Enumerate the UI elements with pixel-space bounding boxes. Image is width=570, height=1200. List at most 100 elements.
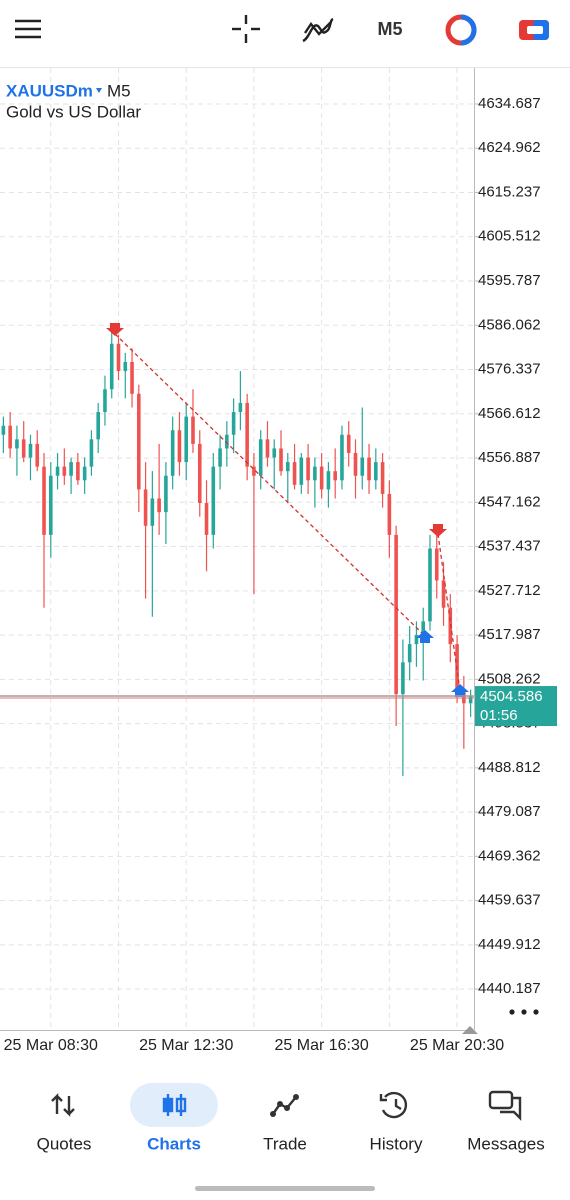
candle-body (468, 696, 473, 704)
candle-body (313, 466, 317, 481)
candle-body (441, 580, 446, 608)
candle-body (353, 452, 358, 476)
candle-body (69, 462, 73, 476)
y-tick-label: 4566.612 (478, 405, 541, 422)
current-price-label: 4504.586 (480, 688, 543, 705)
y-tick-label: 4440.187 (478, 980, 541, 997)
y-tick-label: 4586.062 (478, 316, 541, 333)
nav-tab[interactable]: Quotes (37, 1134, 92, 1153)
y-tick-label: 4576.337 (478, 361, 541, 378)
x-tick-label: 25 Mar 12:30 (139, 1037, 233, 1054)
home-indicator (195, 1186, 375, 1191)
candle-body (401, 662, 405, 695)
candle-body (28, 443, 33, 458)
nav-tab[interactable]: Charts (147, 1134, 201, 1153)
y-tick-label: 4634.687 (478, 95, 541, 112)
x-tick-label: 25 Mar 20:30 (410, 1037, 504, 1054)
candle-body (333, 471, 337, 481)
candle-body (245, 402, 249, 467)
candle-body (231, 412, 236, 435)
candle-body (35, 443, 40, 467)
candle-body (265, 439, 270, 458)
y-tick-label: 4527.712 (478, 582, 541, 599)
buy-arrow (416, 630, 434, 643)
y-tick-label: 4595.787 (478, 272, 541, 289)
candle-body (116, 343, 121, 372)
candle-body (1, 425, 6, 435)
candle-body (252, 466, 256, 476)
y-tick-label: 4547.162 (478, 493, 541, 510)
y-tick-label: 4479.087 (478, 803, 541, 820)
candle-body (292, 462, 297, 485)
candle-body (191, 416, 195, 444)
candle-body (204, 503, 209, 535)
y-tick-label: 4556.887 (478, 449, 541, 466)
candle-body (150, 498, 155, 526)
nav-tab[interactable]: History (370, 1134, 423, 1153)
x-tick-label: 25 Mar 08:30 (4, 1037, 98, 1054)
candle-body (123, 361, 128, 372)
nav-tab[interactable]: Trade (263, 1134, 307, 1153)
candle-body (414, 635, 419, 645)
candle-body (340, 434, 344, 481)
candle-body (8, 425, 12, 449)
symbol-description: Gold vs US Dollar (6, 102, 141, 121)
candle-body (130, 361, 134, 394)
symbol-dropdown-icon[interactable] (96, 88, 102, 93)
candle-body (394, 534, 398, 695)
trade-mode-button[interactable] (445, 14, 477, 46)
y-tick-label: 4537.437 (478, 538, 541, 555)
bottom-nav-bg (0, 1062, 570, 1200)
candle-body (157, 498, 161, 513)
y-tick-label: 4517.987 (478, 626, 541, 643)
y-tick-label: 4459.637 (478, 892, 541, 909)
candle-body (76, 462, 80, 481)
candle-body (380, 462, 385, 494)
charts-icon (162, 1094, 187, 1116)
y-tick-label: 4469.362 (478, 847, 541, 864)
candle-body (387, 493, 392, 535)
candle-body (103, 389, 107, 413)
indicators-button[interactable] (302, 17, 334, 43)
candle-body (137, 393, 141, 490)
menu-button[interactable] (15, 19, 41, 39)
more-button[interactable] (509, 1009, 539, 1015)
active-tab-pill (130, 1083, 218, 1127)
sell-arrow (106, 323, 124, 336)
candle-body (346, 434, 351, 453)
candle-body (428, 548, 432, 622)
y-tick-label: 4508.262 (478, 670, 541, 687)
candle-body (177, 430, 182, 463)
buy-arrow (451, 684, 469, 697)
one-click-button[interactable] (519, 20, 549, 40)
candle-body (434, 548, 439, 581)
candle-body (211, 466, 216, 535)
trade-markers (114, 333, 461, 692)
bottom-nav: Quotes Charts Trade History Messages (37, 1134, 545, 1153)
crosshair-button[interactable] (232, 15, 260, 43)
chart-timeframe: M5 (107, 81, 131, 100)
quotes-icon (51, 1093, 75, 1117)
candles (1, 330, 473, 777)
timeframe-button[interactable]: M5 (377, 19, 402, 39)
candle-body (285, 462, 290, 472)
scroll-handle[interactable] (462, 1026, 478, 1034)
candle-body (89, 439, 94, 467)
bar-countdown: 01:56 (480, 707, 518, 724)
current-price-box (475, 686, 557, 727)
candle-body (360, 457, 365, 476)
candle-body (62, 466, 67, 476)
candle-body (407, 644, 412, 663)
candle-body (326, 471, 331, 490)
symbol[interactable]: XAUUSDm (6, 81, 93, 100)
candle-body (82, 466, 87, 481)
candle-body (299, 457, 304, 485)
candle-body (374, 462, 378, 481)
price-overlay: 4504.586 01:56 (0, 686, 557, 727)
candle-body (319, 466, 324, 490)
candle-body (170, 430, 175, 476)
y-tick-label: 4605.512 (478, 228, 541, 245)
messages-icon (488, 1090, 522, 1121)
nav-tab[interactable]: Messages (467, 1134, 544, 1153)
